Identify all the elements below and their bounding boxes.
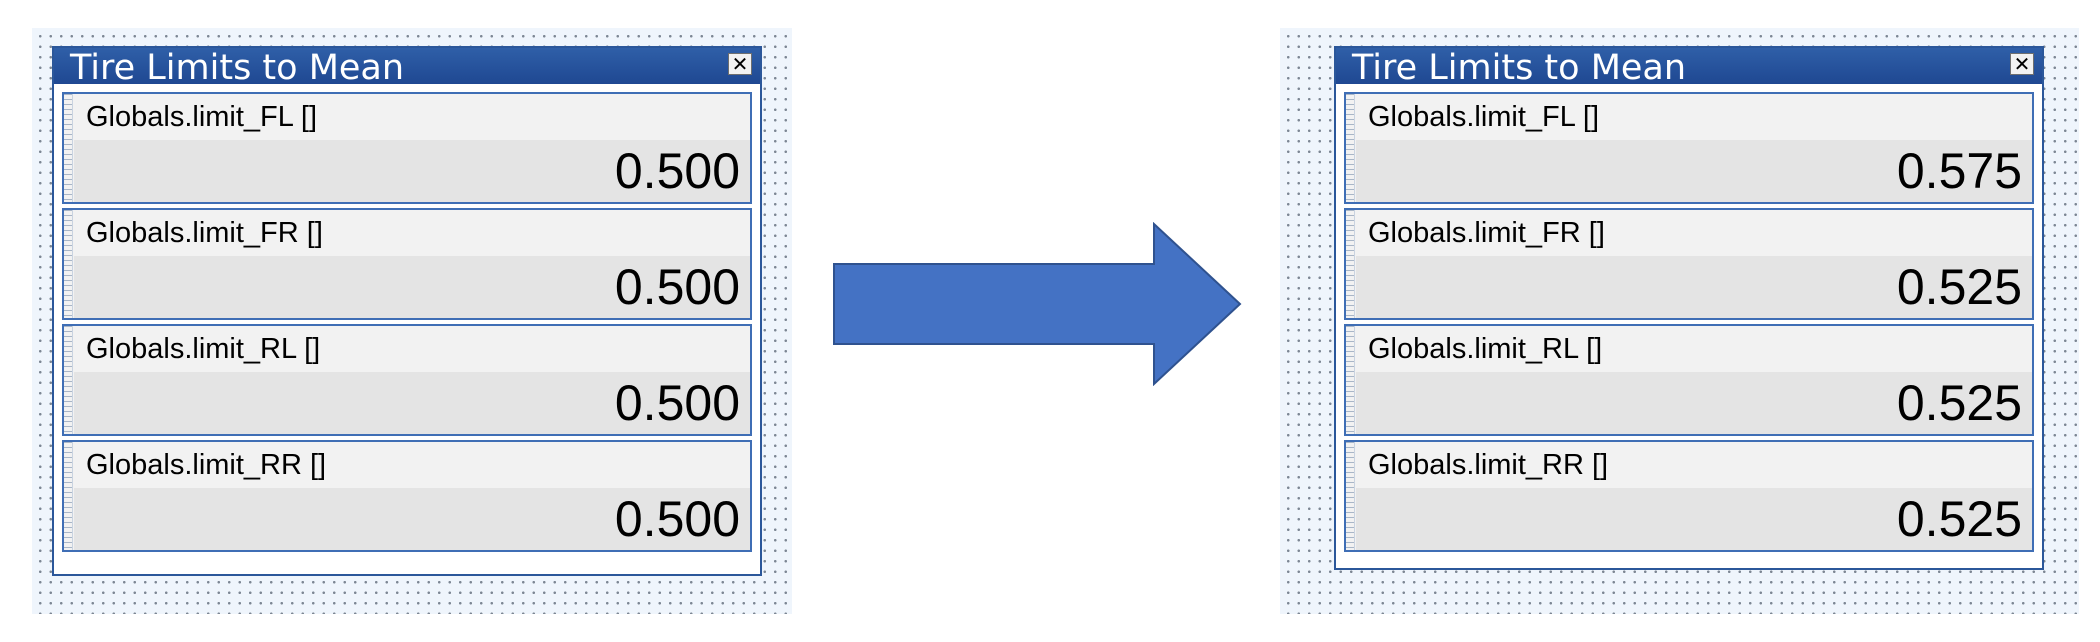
right-arrow-icon — [832, 221, 1242, 387]
field-limit-fl[interactable]: Globals.limit_FL [] 0.575 — [1344, 92, 2034, 204]
field-value: 0.525 — [1896, 375, 2022, 431]
field-ruler — [64, 326, 73, 434]
arrow-shape — [833, 221, 1242, 387]
field-ruler — [64, 94, 73, 202]
field-label: Globals.limit_FL [] — [86, 101, 317, 133]
close-icon[interactable]: ✕ — [728, 53, 752, 75]
field-limit-fr[interactable]: Globals.limit_FR [] 0.500 — [62, 208, 752, 320]
field-label: Globals.limit_RR [] — [1368, 449, 1609, 481]
right-arrow-icon — [833, 221, 1242, 387]
close-icon[interactable]: ✕ — [2010, 53, 2034, 75]
field-value-area[interactable]: 0.500 — [74, 256, 750, 318]
field-limit-fl[interactable]: Globals.limit_FL [] 0.500 — [62, 92, 752, 204]
field-value: 0.575 — [1896, 143, 2022, 199]
field-limit-rr[interactable]: Globals.limit_RR [] 0.500 — [62, 440, 752, 552]
field-value: 0.500 — [614, 259, 740, 315]
field-label: Globals.limit_FR [] — [86, 217, 323, 249]
field-value: 0.500 — [614, 375, 740, 431]
field-list: Globals.limit_FL [] 0.575 Globals.limit_… — [1344, 92, 2034, 556]
field-limit-rr[interactable]: Globals.limit_RR [] 0.525 — [1344, 440, 2034, 552]
field-ruler — [1346, 210, 1355, 318]
panel-title: Tire Limits to Mean — [70, 48, 405, 88]
field-label: Globals.limit_RR [] — [86, 449, 327, 481]
panel-titlebar[interactable]: Tire Limits to Mean ✕ — [1336, 48, 2042, 88]
field-label: Globals.limit_FL [] — [1368, 101, 1599, 133]
field-value: 0.500 — [614, 491, 740, 547]
field-limit-fr[interactable]: Globals.limit_FR [] 0.525 — [1344, 208, 2034, 320]
field-limit-rl[interactable]: Globals.limit_RL [] 0.525 — [1344, 324, 2034, 436]
field-label: Globals.limit_FR [] — [1368, 217, 1605, 249]
tire-limits-panel-after[interactable]: Tire Limits to Mean ✕ Globals.limit_FL [… — [1334, 46, 2044, 570]
field-list: Globals.limit_FL [] 0.500 Globals.limit_… — [62, 92, 752, 556]
panel-titlebar[interactable]: Tire Limits to Mean ✕ — [54, 48, 760, 88]
field-ruler — [1346, 442, 1355, 550]
field-label: Globals.limit_RL [] — [1368, 333, 1603, 365]
field-value-area[interactable]: 0.575 — [1356, 140, 2032, 202]
field-ruler — [1346, 326, 1355, 434]
field-ruler — [64, 442, 73, 550]
panel-title: Tire Limits to Mean — [1352, 48, 1687, 88]
field-value-area[interactable]: 0.525 — [1356, 372, 2032, 434]
field-value-area[interactable]: 0.500 — [74, 372, 750, 434]
field-value: 0.525 — [1896, 259, 2022, 315]
tire-limits-panel-before[interactable]: Tire Limits to Mean ✕ Globals.limit_FL [… — [52, 46, 762, 576]
field-value-area[interactable]: 0.500 — [74, 488, 750, 550]
field-value-area[interactable]: 0.525 — [1356, 488, 2032, 550]
field-ruler — [1346, 94, 1355, 202]
field-ruler — [64, 210, 73, 318]
field-value: 0.500 — [614, 143, 740, 199]
field-value-area[interactable]: 0.500 — [74, 140, 750, 202]
field-value: 0.525 — [1896, 491, 2022, 547]
field-label: Globals.limit_RL [] — [86, 333, 321, 365]
field-limit-rl[interactable]: Globals.limit_RL [] 0.500 — [62, 324, 752, 436]
field-value-area[interactable]: 0.525 — [1356, 256, 2032, 318]
